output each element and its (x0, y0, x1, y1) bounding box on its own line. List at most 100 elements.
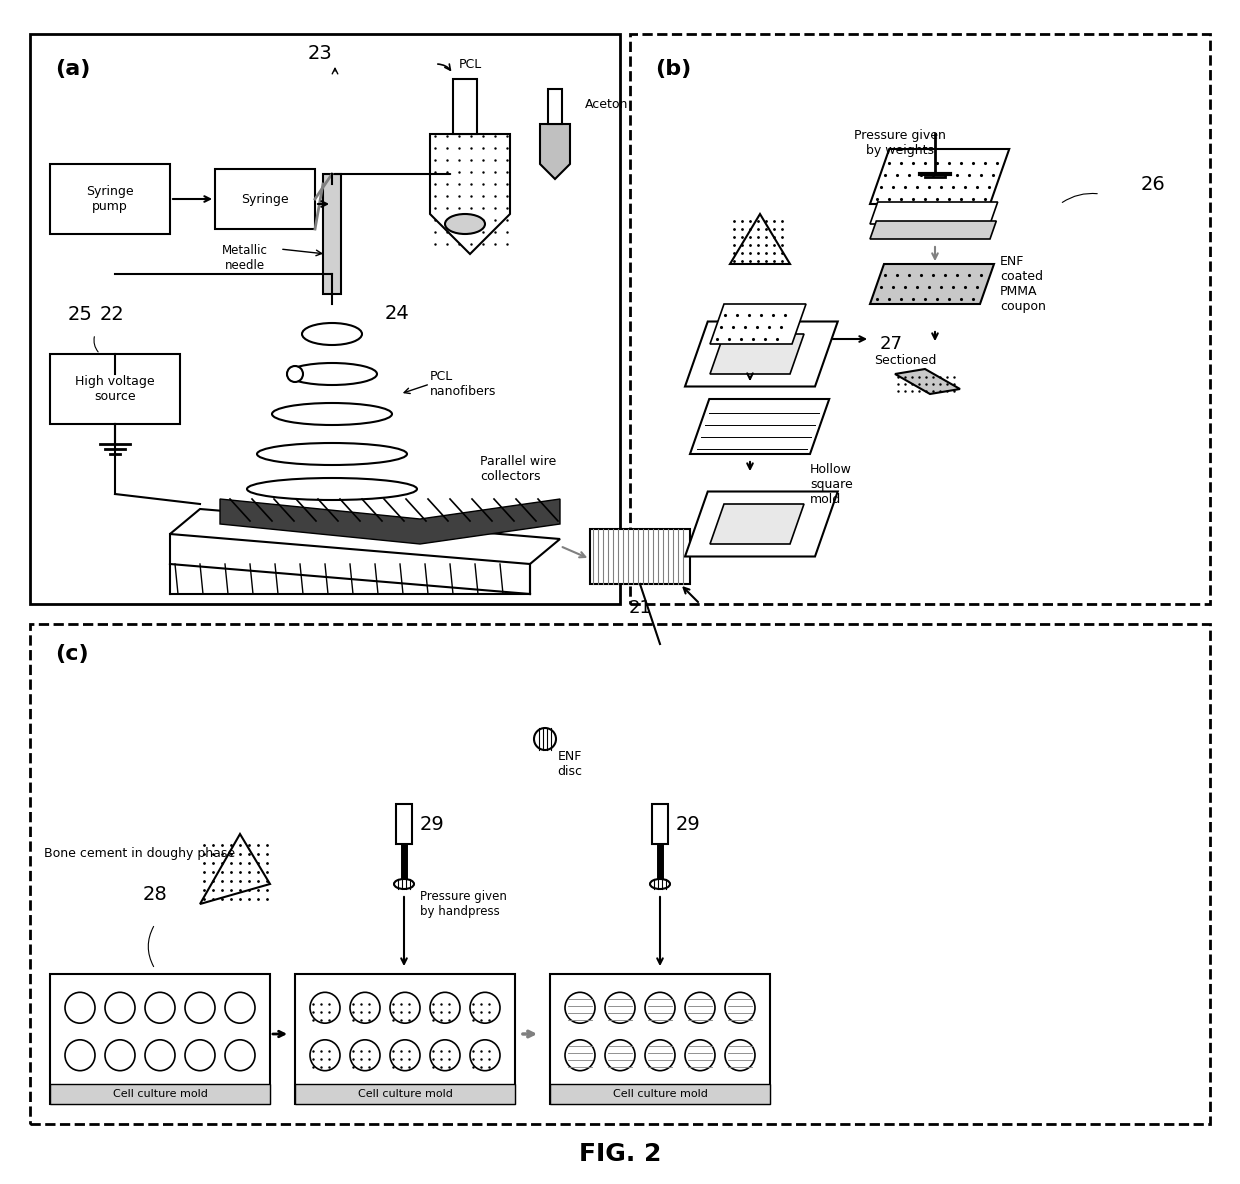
Polygon shape (870, 202, 998, 224)
Ellipse shape (605, 1040, 635, 1070)
Polygon shape (711, 504, 804, 543)
FancyBboxPatch shape (295, 974, 515, 1103)
FancyBboxPatch shape (396, 804, 412, 844)
Text: 29: 29 (420, 815, 445, 834)
Text: (c): (c) (55, 644, 88, 664)
Ellipse shape (64, 1040, 95, 1070)
Text: Parallel wire
collectors: Parallel wire collectors (480, 455, 557, 483)
Ellipse shape (565, 1040, 595, 1070)
Ellipse shape (391, 992, 420, 1023)
Ellipse shape (185, 1040, 215, 1070)
FancyBboxPatch shape (50, 165, 170, 234)
Polygon shape (870, 264, 994, 304)
Text: Hollow
square
mold: Hollow square mold (810, 463, 853, 506)
Ellipse shape (350, 1040, 379, 1070)
FancyBboxPatch shape (652, 804, 668, 844)
Polygon shape (711, 304, 806, 345)
Text: 29: 29 (676, 815, 701, 834)
Ellipse shape (310, 1040, 340, 1070)
Text: Pressure given
by handpress: Pressure given by handpress (420, 890, 507, 918)
Text: Bone cement in doughy phase: Bone cement in doughy phase (45, 848, 236, 861)
Ellipse shape (430, 992, 460, 1023)
Text: Syringe: Syringe (242, 193, 289, 206)
Text: (a): (a) (55, 59, 91, 79)
Polygon shape (539, 124, 570, 179)
Polygon shape (684, 491, 838, 556)
Ellipse shape (64, 992, 95, 1023)
Ellipse shape (445, 214, 485, 234)
FancyBboxPatch shape (551, 1085, 770, 1103)
FancyBboxPatch shape (50, 354, 180, 424)
Ellipse shape (145, 992, 175, 1023)
Text: High voltage
source: High voltage source (76, 375, 155, 403)
Ellipse shape (185, 992, 215, 1023)
Text: Syringe
pump: Syringe pump (87, 185, 134, 213)
Ellipse shape (394, 879, 414, 889)
Polygon shape (200, 834, 270, 905)
Ellipse shape (534, 728, 556, 749)
FancyBboxPatch shape (50, 1085, 270, 1103)
Ellipse shape (605, 992, 635, 1023)
Ellipse shape (470, 1040, 500, 1070)
Text: 23: 23 (308, 44, 332, 63)
Text: PCL: PCL (459, 58, 481, 71)
Ellipse shape (310, 992, 340, 1023)
FancyBboxPatch shape (453, 79, 477, 134)
Text: 21: 21 (629, 599, 651, 617)
Polygon shape (870, 221, 996, 239)
FancyBboxPatch shape (30, 34, 620, 604)
Polygon shape (219, 498, 560, 543)
Text: 24: 24 (384, 304, 409, 323)
Polygon shape (730, 214, 790, 264)
Polygon shape (170, 509, 560, 564)
Ellipse shape (650, 879, 670, 889)
Ellipse shape (105, 1040, 135, 1070)
Polygon shape (430, 134, 510, 255)
FancyBboxPatch shape (551, 974, 770, 1103)
Ellipse shape (645, 1040, 675, 1070)
Text: 25: 25 (68, 304, 93, 323)
Ellipse shape (350, 992, 379, 1023)
Text: (b): (b) (655, 59, 691, 79)
Bar (30, 624, 1210, 1124)
Text: Sectioned: Sectioned (874, 354, 936, 367)
Polygon shape (870, 149, 1009, 204)
Text: Cell culture mold: Cell culture mold (613, 1089, 708, 1099)
Text: 28: 28 (143, 884, 167, 903)
Text: Metallic
needle: Metallic needle (222, 244, 268, 272)
Ellipse shape (725, 992, 755, 1023)
Polygon shape (895, 369, 960, 394)
Text: PCL
nanofibers: PCL nanofibers (430, 371, 496, 398)
Circle shape (286, 366, 303, 382)
Ellipse shape (224, 1040, 255, 1070)
Ellipse shape (430, 1040, 460, 1070)
Text: 26: 26 (1141, 174, 1166, 193)
Text: 27: 27 (880, 335, 903, 353)
Text: 22: 22 (100, 304, 125, 323)
Polygon shape (711, 334, 804, 374)
Text: Cell culture mold: Cell culture mold (113, 1089, 207, 1099)
Ellipse shape (224, 992, 255, 1023)
FancyBboxPatch shape (590, 529, 689, 584)
Ellipse shape (391, 1040, 420, 1070)
Text: Cell culture mold: Cell culture mold (357, 1089, 453, 1099)
Polygon shape (689, 399, 830, 453)
Ellipse shape (684, 992, 715, 1023)
Bar (630, 34, 1210, 604)
FancyBboxPatch shape (548, 89, 562, 124)
Ellipse shape (725, 1040, 755, 1070)
Text: Pressure given
by weights: Pressure given by weights (854, 129, 946, 157)
Text: FIG. 2: FIG. 2 (579, 1143, 661, 1166)
FancyBboxPatch shape (50, 974, 270, 1103)
Ellipse shape (105, 992, 135, 1023)
Ellipse shape (565, 992, 595, 1023)
FancyBboxPatch shape (295, 1085, 515, 1103)
FancyBboxPatch shape (322, 174, 341, 294)
Ellipse shape (470, 992, 500, 1023)
Text: ENF
coated
PMMA
coupon: ENF coated PMMA coupon (999, 255, 1045, 313)
FancyBboxPatch shape (215, 169, 315, 229)
Text: Aceton: Aceton (585, 97, 629, 110)
Ellipse shape (145, 1040, 175, 1070)
Ellipse shape (684, 1040, 715, 1070)
Ellipse shape (645, 992, 675, 1023)
